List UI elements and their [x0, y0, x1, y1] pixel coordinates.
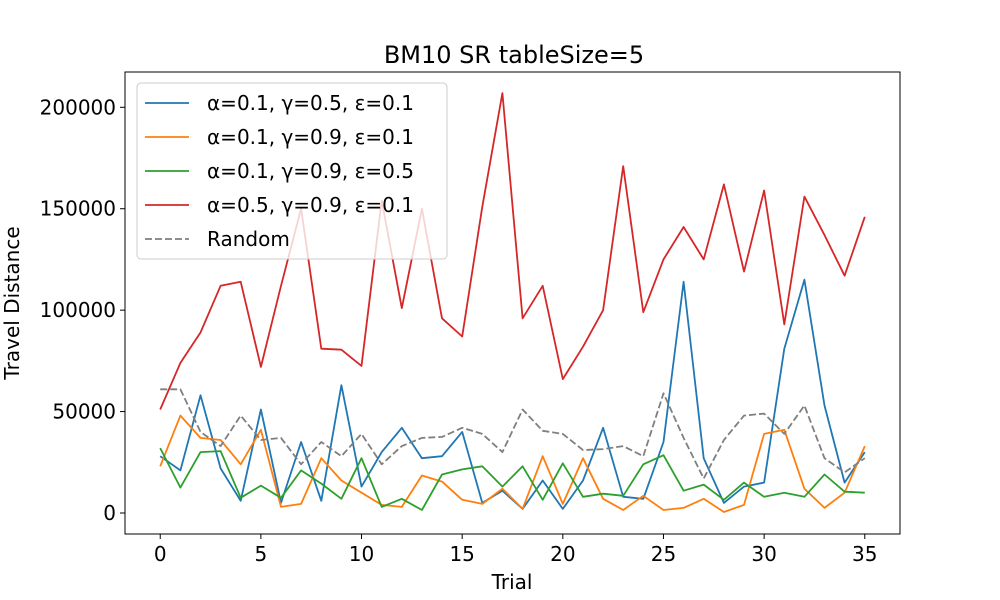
x-tick-label: 0 [154, 542, 167, 566]
legend-label-1: α=0.1, γ=0.5, ε=0.1 [207, 91, 414, 115]
x-axis-label: Trial [491, 570, 533, 594]
x-tick-label: 15 [449, 542, 474, 566]
legend-box [136, 82, 448, 260]
y-tick-label: 100000 [40, 298, 116, 322]
x-axis: 0 5 10 15 20 25 30 35 [154, 534, 877, 566]
legend-label-2: α=0.1, γ=0.9, ε=0.1 [207, 125, 414, 149]
y-tick-label: 200000 [40, 95, 116, 119]
x-tick-label: 30 [751, 542, 776, 566]
series-line-3 [159, 447, 865, 511]
x-tick-label: 10 [349, 542, 374, 566]
y-tick-label: 150000 [40, 197, 116, 221]
y-axis-label: Travel Distance [0, 226, 24, 380]
series-line-2 [159, 414, 866, 513]
series-line-5 [160, 388, 866, 480]
legend-label-3: α=0.1, γ=0.9, ε=0.5 [207, 159, 414, 183]
y-tick-label: 50000 [52, 400, 116, 424]
legend: α=0.1, γ=0.5, ε=0.1 α=0.1, γ=0.9, ε=0.1 α=… [136, 82, 448, 260]
y-axis: 0 50000 100000 150000 200000 [40, 95, 125, 525]
legend-label-4: α=0.5, γ=0.9, ε=0.1 [207, 193, 414, 217]
series-line-4 [159, 92, 866, 410]
x-tick-label: 5 [255, 542, 268, 566]
plot-frame [124, 71, 901, 535]
x-tick-label: 20 [550, 542, 575, 566]
chart-title: BM10 SR tableSize=5 [384, 41, 644, 69]
y-tick-label: 0 [103, 501, 116, 525]
plot-area [159, 92, 866, 513]
x-tick-label: 25 [651, 542, 676, 566]
legend-label-5: Random [207, 227, 290, 251]
x-tick-label: 35 [852, 542, 877, 566]
